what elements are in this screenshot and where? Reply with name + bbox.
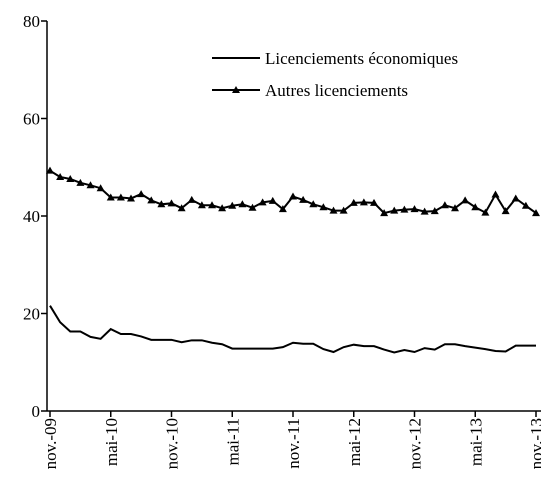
marker — [481, 208, 490, 216]
y-tick-label: 20 — [23, 305, 40, 324]
marker — [390, 206, 399, 214]
marker — [86, 181, 95, 189]
y-tick-label: 60 — [23, 110, 40, 129]
marker — [471, 203, 480, 211]
legend-label: Licenciements économiques — [265, 49, 458, 68]
marker — [106, 193, 115, 201]
marker — [349, 198, 358, 206]
x-tick-label: nov.-10 — [163, 418, 182, 469]
marker — [491, 190, 500, 198]
marker — [147, 196, 156, 204]
y-tick-label: 40 — [23, 207, 40, 226]
marker — [66, 174, 75, 182]
marker — [430, 207, 439, 215]
marker — [228, 201, 237, 209]
marker — [370, 198, 378, 206]
marker — [238, 200, 247, 208]
marker — [258, 198, 267, 206]
marker — [278, 205, 287, 213]
x-tick-label: mai-11 — [223, 418, 242, 466]
marker — [137, 190, 146, 198]
x-tick-label: mai-10 — [102, 418, 121, 466]
x-tick-label: nov.-09 — [41, 418, 60, 469]
series-line — [49, 169, 537, 215]
y-tick-label: 0 — [32, 402, 41, 421]
marker — [187, 195, 196, 203]
marker — [76, 178, 85, 186]
y-tick-label: 80 — [23, 12, 40, 31]
marker — [289, 192, 297, 200]
marker — [167, 199, 176, 207]
marker — [46, 166, 54, 174]
series-line — [49, 305, 536, 354]
marker — [339, 206, 348, 214]
marker — [197, 201, 206, 209]
marker — [127, 194, 135, 202]
x-tick-label: mai-13 — [466, 418, 485, 466]
marker — [157, 200, 166, 208]
marker — [208, 201, 216, 209]
x-tick-label: nov.-12 — [406, 418, 425, 469]
marker — [96, 184, 105, 192]
marker — [218, 204, 227, 212]
marker — [177, 204, 186, 212]
marker — [268, 196, 277, 204]
marker — [400, 205, 409, 213]
marker — [410, 205, 419, 213]
marker — [532, 209, 540, 217]
x-tick-label: mai-12 — [345, 418, 364, 466]
marker — [329, 206, 338, 214]
marker — [319, 203, 328, 211]
marker — [461, 196, 470, 204]
marker — [116, 193, 125, 201]
marker — [511, 194, 520, 202]
marker — [309, 200, 318, 208]
marker — [299, 195, 308, 203]
marker — [451, 204, 459, 212]
marker — [359, 198, 368, 206]
legend-label: Autres licenciements — [265, 81, 408, 100]
marker — [440, 201, 449, 209]
marker — [56, 173, 65, 180]
marker — [501, 207, 510, 215]
legend-marker — [232, 86, 240, 93]
x-tick-label: nov.-11 — [284, 418, 303, 469]
marker — [420, 207, 429, 215]
marker — [248, 203, 257, 211]
marker — [521, 201, 530, 209]
marker — [380, 209, 389, 217]
x-tick-label: nov.-13 — [527, 418, 541, 469]
